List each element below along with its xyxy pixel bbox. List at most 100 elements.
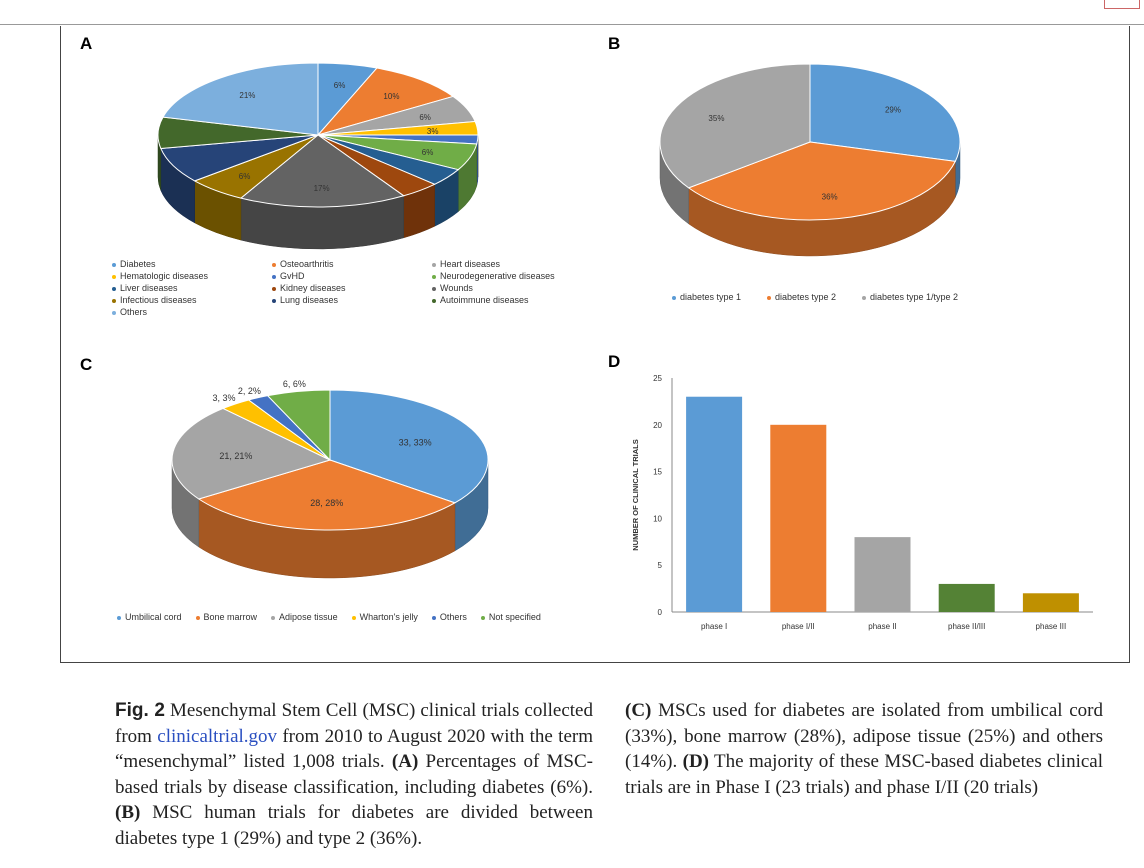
- caption-ref-b: (B): [115, 802, 141, 823]
- legend-swatch: [432, 262, 436, 267]
- pie-A-data-label: 21%: [239, 91, 255, 100]
- legend-label: Bone marrow: [203, 612, 258, 622]
- legend-item: Others: [112, 307, 272, 317]
- bar-phase-I: [686, 396, 743, 612]
- caption-ref-c: (C): [625, 700, 652, 721]
- legend-swatch: [431, 615, 436, 620]
- legend-label: Liver diseases: [120, 283, 178, 293]
- panel-label-a: A: [80, 34, 93, 53]
- y-tick-label: 10: [653, 514, 662, 523]
- legend-swatch: [112, 298, 116, 303]
- legend-label: Adipose tissue: [279, 612, 338, 622]
- bar-phase-I-II: [770, 424, 827, 612]
- corner-mark: [1104, 0, 1140, 9]
- x-tick-label: phase II/III: [948, 622, 985, 631]
- pie-C-data-label: 3, 3%: [213, 393, 236, 403]
- legend-a: Diabetes Osteoarthritis Heart diseases Hema…: [112, 259, 602, 317]
- caption-text: Mesenchymal Stem Cell (MSC) clinical tri…: [115, 700, 593, 747]
- bar-phase-II: [854, 537, 911, 612]
- legend-item: Neurodegenerative diseases: [432, 271, 602, 281]
- legend-swatch: [195, 615, 200, 620]
- pie-A-data-label: 6%: [239, 172, 251, 181]
- pie-B-slice-diabetes-type-1-type-2: [659, 63, 811, 189]
- legend-item: Infectious diseases: [112, 295, 272, 305]
- pie-A-data-label: 17%: [314, 184, 330, 193]
- legend-label: Hematologic diseases: [120, 271, 209, 281]
- legend-swatch: [432, 286, 436, 291]
- panel-label-d: D: [608, 352, 621, 371]
- caption-text: MSCs used for diabetes are isolated from…: [625, 700, 1103, 772]
- pie-B-data-label: 35%: [708, 114, 724, 123]
- legend-label: Infectious diseases: [120, 295, 197, 305]
- x-tick-label: phase I: [701, 622, 727, 631]
- y-tick-label: 15: [653, 468, 662, 477]
- pie-A-data-label: 6%: [422, 148, 434, 157]
- legend-item: diabetes type 2: [767, 292, 862, 302]
- legend-b: diabetes type 1 diabetes type 2 diabetes t…: [672, 292, 992, 302]
- pie-C-slice-bone-marrow: [197, 459, 457, 531]
- legend-item: Bone marrow: [195, 612, 258, 622]
- legend-swatch: [117, 615, 121, 620]
- x-tick-label: phase I/II: [782, 622, 815, 631]
- legend-label: Others: [120, 307, 148, 317]
- legend-item: Umbilical cord: [117, 612, 182, 622]
- legend-item: diabetes type 1: [672, 292, 767, 302]
- legend-swatch: [480, 615, 485, 620]
- legend-item: diabetes type 1/type 2: [862, 292, 992, 302]
- legend-label: Others: [439, 612, 467, 622]
- legend-c: Umbilical cord Bone marrow Adipose tissue W…: [117, 612, 541, 622]
- pie-B-data-label: 36%: [822, 193, 838, 202]
- pie-C-data-label: 28, 28%: [310, 498, 343, 508]
- legend-swatch: [432, 298, 436, 303]
- caption-column-2: (C) MSCs used for diabetes are isolated …: [625, 698, 1103, 851]
- bar-phase-II-III: [938, 583, 995, 612]
- figure-number: Fig. 2: [115, 700, 165, 721]
- legend-swatch: [351, 615, 356, 620]
- legend-swatch: [272, 262, 276, 267]
- legend-item: Not specified: [480, 612, 541, 622]
- panel-label-b: B: [608, 34, 621, 53]
- legend-swatch: [272, 298, 276, 303]
- figure-caption: Fig. 2 Mesenchymal Stem Cell (MSC) clini…: [115, 698, 1135, 851]
- panel-label-c: C: [80, 355, 93, 374]
- legend-label: Kidney diseases: [280, 283, 346, 293]
- legend-swatch: [112, 286, 116, 291]
- legend-item: Hematologic diseases: [112, 271, 272, 281]
- legend-swatch: [862, 295, 866, 300]
- legend-label: Heart diseases: [440, 259, 501, 269]
- pie-C-data-label: 33, 33%: [399, 438, 432, 448]
- legend-swatch: [271, 615, 276, 620]
- legend-item: Lung diseases: [272, 295, 432, 305]
- caption-column-1: Fig. 2 Mesenchymal Stem Cell (MSC) clini…: [115, 698, 593, 851]
- legend-label: Not specified: [488, 612, 541, 622]
- y-tick-label: 25: [653, 374, 662, 383]
- legend-label: Diabetes: [120, 259, 156, 269]
- legend-label: Wounds: [440, 283, 473, 293]
- legend-swatch: [112, 262, 116, 267]
- y-axis-title: NUMBER OF CLINICAL TRIALS: [631, 439, 640, 551]
- legend-label: diabetes type 2: [775, 292, 837, 302]
- legend-item: Osteoarthritis: [272, 259, 432, 269]
- pie-A-slice-wounds: [239, 134, 405, 208]
- legend-item: Liver diseases: [112, 283, 272, 293]
- legend-item: Kidney diseases: [272, 283, 432, 293]
- legend-swatch: [112, 274, 116, 279]
- caption-text: MSC human trials for diabetes are divide…: [115, 802, 593, 849]
- legend-swatch: [432, 274, 436, 279]
- legend-swatch: [112, 310, 116, 315]
- y-tick-label: 20: [653, 421, 662, 430]
- legend-item: Diabetes: [112, 259, 272, 269]
- y-tick-label: 0: [658, 608, 663, 617]
- legend-item: Wounds: [432, 283, 602, 293]
- pie-A-slice-osteoarthritis: [316, 67, 455, 136]
- legend-label: Wharton's jelly: [359, 612, 418, 622]
- clinicaltrial-link[interactable]: clinicaltrial.gov: [157, 725, 278, 747]
- legend-item: Others: [431, 612, 467, 622]
- legend-swatch: [272, 274, 276, 279]
- pie-A-data-label: 6%: [419, 113, 431, 122]
- pie-C-data-label: 2, 2%: [238, 386, 261, 396]
- legend-label: Lung diseases: [280, 295, 339, 305]
- legend-swatch: [767, 295, 771, 300]
- caption-text: Percentages of MSC-based trials by disea…: [115, 751, 594, 798]
